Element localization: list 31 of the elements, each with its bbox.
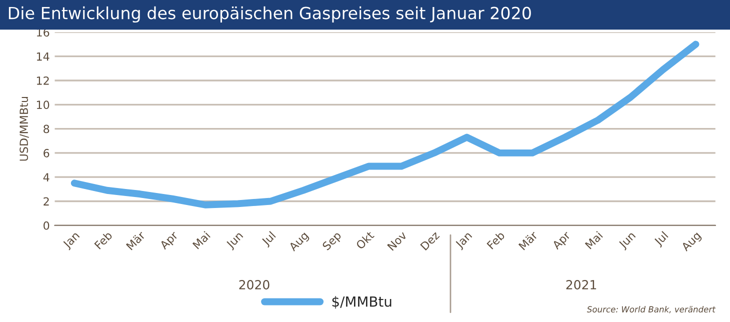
- x-tick-label: Okt: [355, 230, 375, 250]
- x-tick-label: Jun: [225, 231, 245, 250]
- x-tick-label: Jun: [618, 231, 638, 250]
- y-tick-label: 10: [36, 100, 50, 110]
- x-tick-label: Feb: [94, 230, 113, 250]
- x-tick-label: Jan: [454, 231, 474, 250]
- text: 2020: [239, 280, 270, 290]
- x-tick-label: Mär: [518, 230, 538, 250]
- y-tick-label: 4: [43, 173, 50, 182]
- y-tick-label: 12: [36, 76, 49, 85]
- x-tick-label: Sep: [322, 230, 344, 252]
- x-tick-label: Apr: [159, 230, 180, 252]
- legend-label: $/MMBtu: [332, 296, 392, 309]
- y-tick-label: 6: [44, 148, 50, 158]
- x-tick-label: Dez: [420, 230, 440, 251]
- chart-title: Die Entwicklung des europäischen Gaspreises seit Januar 2020: [8, 6, 531, 23]
- y-axis-title: USD/MMBtu: [20, 96, 29, 161]
- source-note: Source: World Bank, verändert: [586, 306, 716, 314]
- x-tick-label: Jul: [653, 231, 670, 248]
- y-tick-label: 2: [44, 197, 49, 206]
- x-tick-label: Mai: [192, 231, 211, 250]
- x-tick-label: Mai: [584, 231, 604, 250]
- x-tick-label: Apr: [552, 230, 573, 252]
- x-tick-label: Mär: [126, 230, 146, 250]
- x-tick-label: Jul: [260, 231, 278, 248]
- x-tick-label: Feb: [486, 230, 506, 250]
- text: 2021: [566, 280, 596, 290]
- y-tick-label: 8: [44, 124, 50, 134]
- x-tick-label: Jan: [62, 231, 82, 250]
- y-tick-label: 0: [44, 221, 50, 230]
- y-tick-label: 14: [36, 52, 50, 61]
